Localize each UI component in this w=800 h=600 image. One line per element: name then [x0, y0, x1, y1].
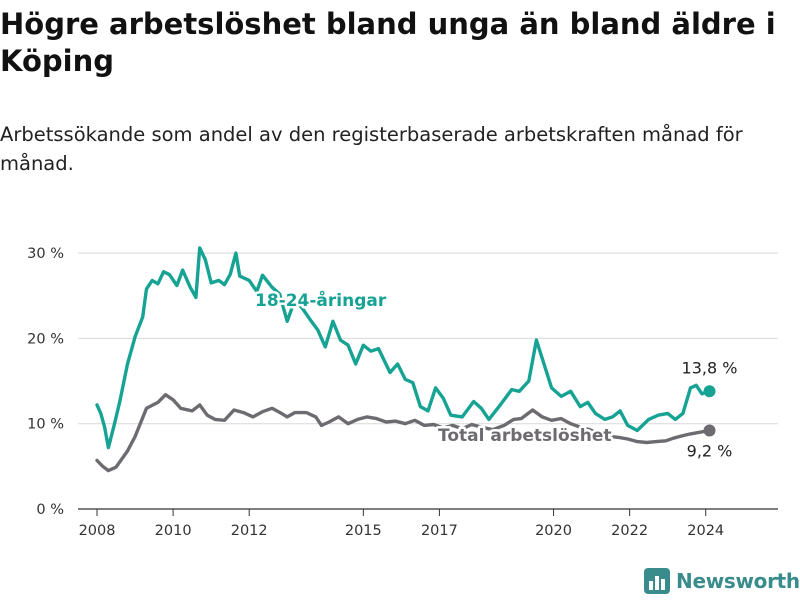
chart-title: Högre arbetslöshet bland unga än bland ä…: [0, 7, 776, 78]
total-end-point: [703, 424, 716, 437]
x-tick-label: 2015: [345, 523, 382, 539]
youth-end-point: [703, 385, 716, 398]
bar-chart-icon: [644, 568, 670, 594]
x-tick-label: 2024: [687, 523, 724, 539]
y-tick-label: 0 %: [36, 502, 64, 518]
x-tick-label: 2008: [79, 523, 116, 539]
x-tick-label: 2022: [611, 523, 648, 539]
brand-name: Newsworthy: [676, 569, 800, 593]
y-tick-label: 30 %: [27, 246, 64, 262]
total-series-label: Total arbetslöshet: [438, 426, 612, 446]
youth-series-label: 18-24-åringar: [255, 289, 387, 311]
youth-series-line: [95, 246, 712, 450]
x-tick-label: 2012: [231, 523, 268, 539]
total-series-line: [95, 393, 712, 473]
chart-subtitle: Arbetssökande som andel av den registerb…: [0, 123, 743, 175]
y-tick-label: 20 %: [27, 331, 64, 347]
total-end-value-label: 9,2 %: [687, 442, 733, 461]
y-tick-label: 10 %: [27, 417, 64, 433]
x-tick-label: 2017: [421, 523, 458, 539]
x-tick-label: 2010: [155, 523, 192, 539]
youth-end-value-label: 13,8 %: [682, 358, 738, 377]
brand-logo: Newsworthy: [644, 568, 800, 594]
x-tick-label: 2020: [535, 523, 572, 539]
